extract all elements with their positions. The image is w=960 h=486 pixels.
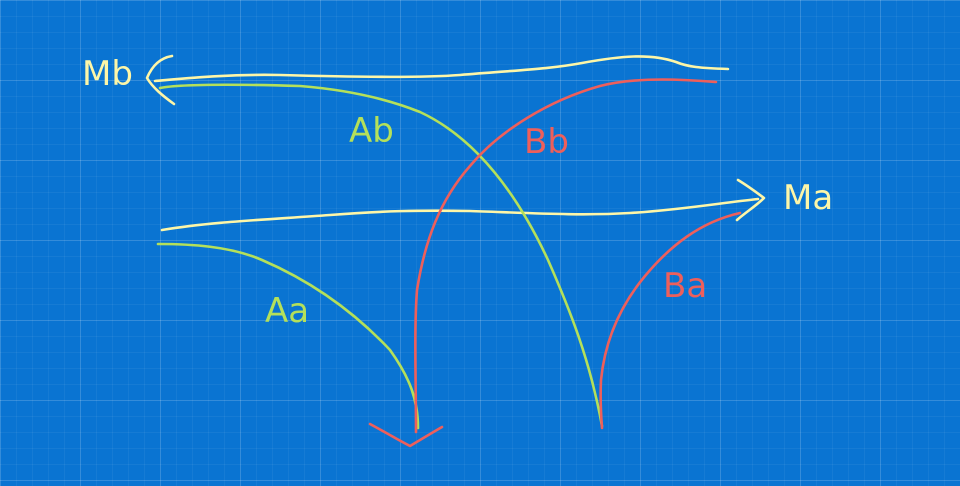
- curve-bb: [414, 78, 718, 434]
- label-ma: Ma: [783, 178, 833, 218]
- arrow-ma: [160, 178, 766, 232]
- arrow-mb-head: [145, 54, 176, 106]
- label-ab: Ab: [349, 111, 394, 151]
- curve-aa: [156, 242, 420, 430]
- label-ba: Ba: [663, 266, 707, 306]
- curve-bb-arrowhead: [368, 422, 444, 448]
- curve-ba: [599, 211, 742, 430]
- arrow-mb: [145, 54, 730, 106]
- label-aa: Aa: [265, 291, 309, 331]
- label-mb: Mb: [82, 54, 133, 94]
- arrow-ma-line: [160, 197, 760, 232]
- arrow-mb-line: [153, 55, 730, 83]
- label-bb: Bb: [524, 122, 569, 162]
- curve-ab: [158, 83, 604, 428]
- arrow-ma-head: [735, 178, 766, 222]
